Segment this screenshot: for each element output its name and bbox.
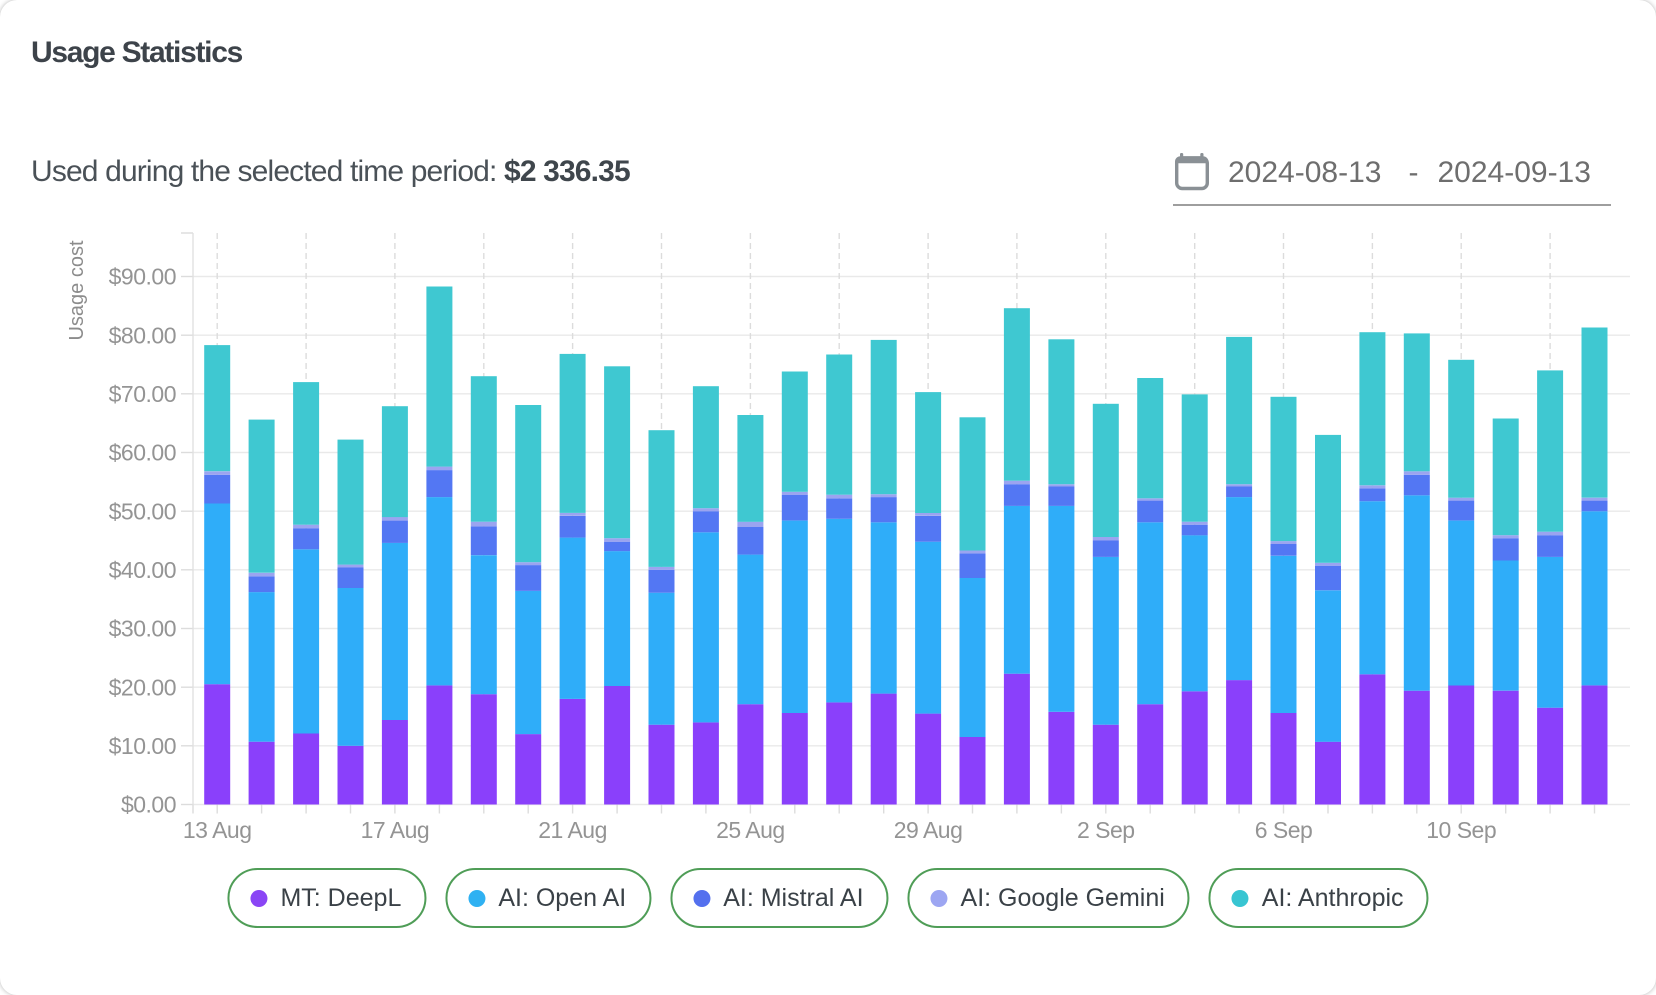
svg-text:$40.00: $40.00 — [109, 557, 176, 583]
svg-text:17 Aug: 17 Aug — [361, 817, 430, 843]
svg-text:10 Sep: 10 Sep — [1426, 817, 1496, 843]
svg-text:6 Sep: 6 Sep — [1255, 817, 1313, 843]
svg-text:21 Aug: 21 Aug — [538, 817, 607, 843]
svg-text:$70.00: $70.00 — [109, 381, 176, 407]
svg-text:Usage cost: Usage cost — [66, 240, 88, 340]
svg-text:29 Aug: 29 Aug — [894, 817, 963, 843]
svg-text:$10.00: $10.00 — [109, 733, 176, 759]
svg-text:$0.00: $0.00 — [121, 792, 176, 818]
svg-text:$50.00: $50.00 — [109, 498, 176, 524]
svg-text:$90.00: $90.00 — [109, 264, 176, 290]
svg-text:25 Aug: 25 Aug — [716, 817, 785, 843]
svg-text:$20.00: $20.00 — [109, 674, 176, 700]
svg-text:13 Aug: 13 Aug — [183, 817, 252, 843]
svg-text:2 Sep: 2 Sep — [1077, 817, 1135, 843]
svg-text:$30.00: $30.00 — [109, 616, 176, 642]
svg-text:$60.00: $60.00 — [109, 440, 176, 466]
svg-text:$80.00: $80.00 — [109, 322, 176, 348]
